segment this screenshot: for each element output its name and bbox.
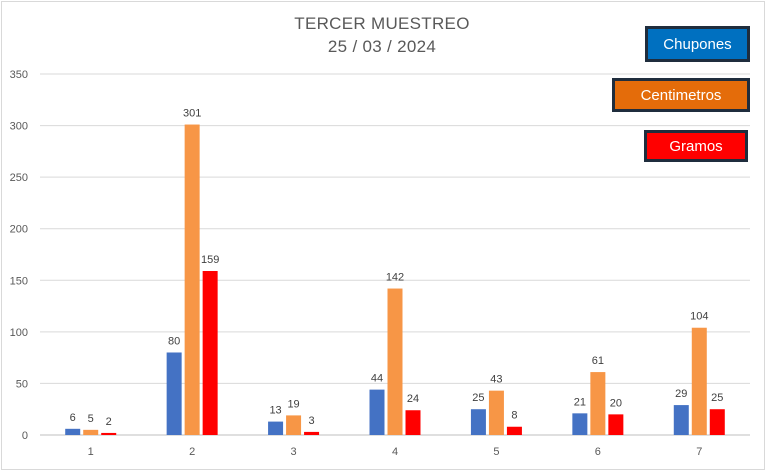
data-label-centimetros: 5 [88, 413, 94, 425]
bar-gramos [304, 431, 320, 435]
legend-centimetros: Centimetros [612, 78, 750, 112]
y-tick-label: 100 [10, 327, 28, 339]
legend-centimetros-label: Centimetros [640, 86, 722, 104]
data-label-gramos: 3 [309, 415, 315, 427]
bar-centimetros [184, 124, 200, 435]
bar-chupones [470, 409, 486, 435]
bar-chupones [65, 428, 81, 435]
bar-chupones [673, 405, 689, 435]
x-tick-label: 2 [189, 446, 195, 458]
bar-chupones [369, 389, 385, 435]
y-tick-label: 0 [22, 430, 28, 442]
bar-gramos [506, 426, 522, 435]
legend-gramos-label: Gramos [669, 137, 723, 155]
x-tick-label: 7 [696, 446, 702, 458]
bar-centimetros [83, 429, 99, 435]
x-tick-label: 6 [595, 446, 601, 458]
data-label-centimetros: 61 [592, 355, 604, 367]
chart-title-block: TERCER MUESTREO 25 / 03 / 2024 [232, 12, 532, 58]
x-tick-label: 3 [291, 446, 297, 458]
bar-gramos [608, 414, 624, 435]
y-tick-label: 50 [16, 378, 28, 390]
legend-chupones: Chupones [645, 26, 750, 62]
data-label-chupones: 44 [371, 373, 383, 385]
bar-chupones [166, 352, 182, 435]
y-tick-label: 150 [10, 275, 28, 287]
x-tick-label: 4 [392, 446, 398, 458]
data-label-gramos: 24 [407, 393, 419, 405]
x-tick-label: 1 [88, 446, 94, 458]
data-label-gramos: 159 [201, 254, 219, 266]
data-label-gramos: 25 [711, 392, 723, 404]
data-label-gramos: 2 [106, 416, 112, 428]
y-tick-label: 350 [10, 69, 28, 81]
bar-gramos [405, 410, 421, 435]
data-label-chupones: 21 [574, 396, 586, 408]
bar-centimetros [387, 288, 403, 435]
data-label-centimetros: 142 [386, 272, 404, 284]
x-tick-label: 5 [493, 446, 499, 458]
data-label-centimetros: 19 [287, 398, 299, 410]
data-label-gramos: 20 [610, 397, 622, 409]
data-label-chupones: 6 [70, 412, 76, 424]
bar-centimetros [590, 372, 606, 435]
bar-gramos [202, 271, 218, 435]
legend-gramos: Gramos [644, 130, 748, 162]
legend-chupones-label: Chupones [663, 35, 732, 53]
bar-centimetros [488, 390, 504, 435]
y-tick-label: 300 [10, 121, 28, 133]
data-label-chupones: 25 [472, 392, 484, 404]
bar-centimetros [286, 415, 302, 435]
data-label-chupones: 29 [675, 388, 687, 400]
data-label-centimetros: 301 [183, 108, 201, 120]
bar-gramos [709, 409, 725, 435]
chart-subtitle: 25 / 03 / 2024 [327, 37, 437, 56]
data-label-chupones: 13 [269, 405, 281, 417]
data-label-chupones: 80 [168, 335, 180, 347]
bar-chupones [268, 421, 284, 435]
bar-centimetros [691, 327, 707, 435]
y-tick-label: 250 [10, 172, 28, 184]
data-label-gramos: 8 [511, 410, 517, 422]
y-tick-label: 200 [10, 224, 28, 236]
bar-chupones [572, 413, 588, 435]
data-label-centimetros: 104 [690, 311, 708, 323]
data-label-centimetros: 43 [490, 374, 502, 386]
bar-gramos [101, 432, 117, 435]
chart-title: TERCER MUESTREO [294, 14, 470, 33]
